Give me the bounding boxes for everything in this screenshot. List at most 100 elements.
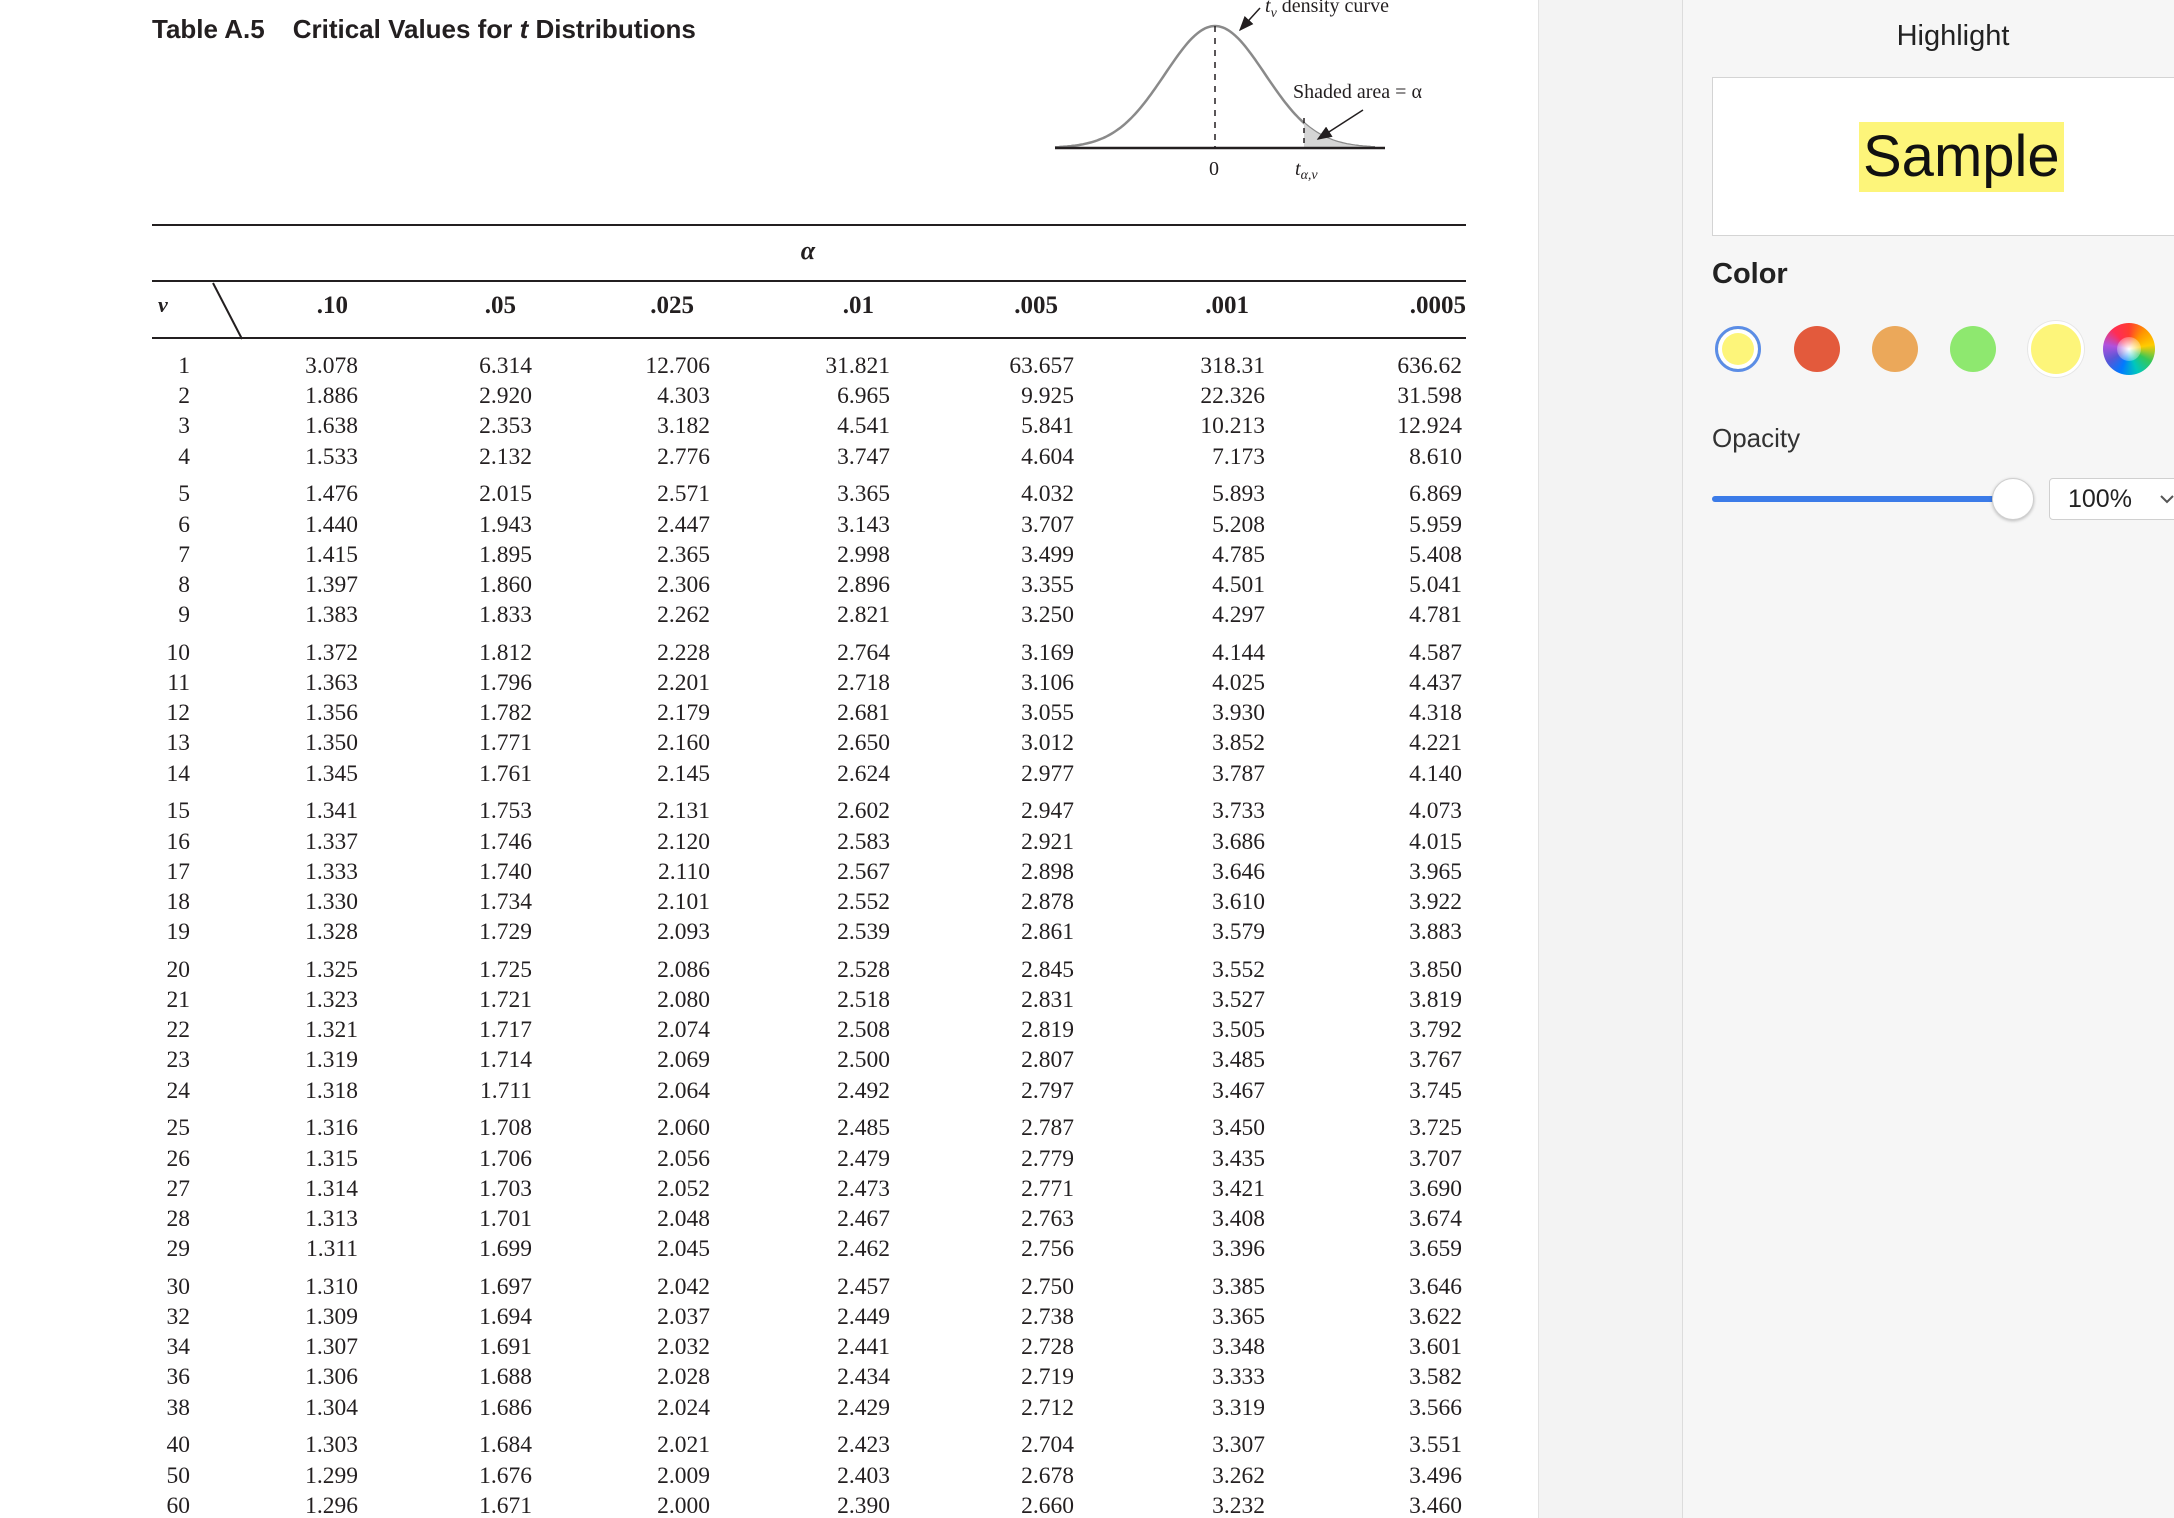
critical-value-cell: 3.922 [1409,888,1462,915]
critical-value-cell: 2.131 [657,798,710,825]
critical-value-cell: 3.421 [1212,1175,1265,1202]
degrees-of-freedom-cell: 1 [178,353,190,379]
critical-value-cell: 3.499 [1021,541,1074,568]
critical-value-cell: 2.704 [1021,1432,1074,1459]
critical-value-label: tα,ν [1295,158,1318,183]
alpha-column-header: .01 [842,292,874,319]
critical-value-cell: 3.232 [1212,1492,1265,1518]
critical-value-cell: 2.947 [1021,798,1074,825]
critical-value-cell: 2.403 [837,1462,890,1489]
table-name-variable: t [519,14,529,44]
critical-value-cell: 3.930 [1212,700,1265,727]
critical-value-cell: 2.080 [657,987,710,1013]
opacity-slider-thumb[interactable] [1992,478,2034,520]
critical-value-cell: 4.221 [1409,730,1462,757]
critical-value-cell: 2.441 [837,1334,890,1361]
critical-value-cell: 4.501 [1212,571,1265,598]
critical-value-cell: 3.143 [837,511,890,538]
critical-value-cell: 3.355 [1021,571,1074,598]
critical-value-cell: 2.650 [837,730,890,757]
critical-value-cell: 1.708 [479,1115,532,1142]
table-number: Table A.5 [152,14,265,44]
critical-value-cell: 2.037 [657,1304,710,1330]
degrees-of-freedom-cell: 34 [166,1334,191,1361]
critical-value-cell: 1.691 [479,1334,532,1361]
zero-label: 0 [1209,158,1219,180]
opacity-dropdown[interactable]: 100% [2049,478,2174,520]
critical-value-cell: 3.646 [1212,858,1265,885]
critical-value-cell: 2.069 [657,1047,710,1074]
degrees-of-freedom-cell: 9 [178,602,190,629]
critical-value-cell: 3.106 [1021,670,1074,696]
critical-value-cell: 3.527 [1212,987,1265,1013]
critical-value-cell: 2.056 [657,1145,710,1172]
critical-value-cell: 1.711 [479,1077,532,1104]
table-name-suffix: Distributions [528,14,696,44]
shaded-area-label: Shaded area = α [1293,81,1422,103]
critical-value-cell: 2.110 [657,858,710,885]
opacity-slider[interactable] [1712,478,2034,520]
critical-value-cell: 2.678 [1021,1462,1074,1489]
critical-value-cell: 1.372 [305,639,358,666]
header-top-rule [152,280,1466,282]
critical-value-cell: 1.328 [305,919,358,946]
critical-value-cell: 2.728 [1021,1334,1074,1361]
color-swatch-yellow[interactable] [1715,326,1761,372]
critical-value-cell: 4.587 [1409,639,1462,666]
critical-value-cell: 2.028 [657,1364,710,1391]
critical-value-cell: 3.659 [1409,1236,1462,1263]
critical-value-cell: 2.093 [657,919,710,946]
degrees-of-freedom-cell: 10 [166,639,191,666]
critical-value-cell: 3.792 [1409,1017,1462,1044]
critical-value-cell: 2.750 [1021,1273,1074,1300]
color-swatch-red[interactable] [1794,326,1840,372]
critical-value-cell: 1.943 [479,511,532,538]
critical-value-cell: 2.500 [837,1047,890,1074]
color-heading: Color [1712,258,1788,290]
critical-value-cell: 4.604 [1021,443,1074,470]
critical-value-cell: 3.850 [1409,956,1462,983]
critical-value-cell: 3.307 [1212,1432,1265,1459]
critical-value-cell: 1.729 [479,919,532,946]
critical-value-cell: 1.671 [479,1492,532,1518]
critical-value-cell: 2.462 [837,1236,890,1263]
color-wheel-center [2117,337,2141,361]
critical-value-cell: 1.746 [479,828,532,855]
critical-value-cell: 2.467 [837,1205,890,1232]
color-swatch-yellow-custom[interactable] [2028,321,2084,377]
degrees-of-freedom-cell: 18 [166,888,191,915]
alpha-column-header: .05 [484,292,516,319]
critical-value-cell: 1.325 [305,956,358,983]
critical-value-cell: 2.048 [657,1205,710,1232]
critical-value-cell: 2.771 [1021,1175,1074,1202]
critical-value-cell: 1.753 [479,798,532,825]
critical-value-cell: 10.213 [1200,413,1265,440]
critical-value-cell: 3.365 [837,481,890,508]
critical-value-cell: 1.717 [479,1017,532,1044]
critical-value-cell: 3.505 [1212,1017,1265,1044]
critical-value-cell: 2.552 [837,888,890,915]
critical-value-cell: 3.579 [1212,919,1265,946]
critical-value-cell: 3.012 [1021,730,1074,757]
degrees-of-freedom-cell: 40 [166,1432,191,1459]
critical-value-cell: 3.435 [1212,1145,1265,1172]
critical-value-cell: 2.807 [1021,1047,1074,1074]
critical-value-cell: 1.684 [479,1432,532,1459]
critical-value-cell: 2.528 [837,956,890,983]
degrees-of-freedom-cell: 13 [166,730,191,757]
color-wheel-icon[interactable] [2103,323,2155,375]
color-swatch-green[interactable] [1950,326,1996,372]
critical-value-cell: 2.457 [837,1273,890,1300]
critical-value-cell: 1.638 [305,413,358,440]
critical-value-cell: 2.201 [657,670,710,696]
critical-value-cell: 5.208 [1212,511,1265,538]
critical-value-cell: 6.965 [837,383,890,410]
critical-value-cell: 2.447 [657,511,710,538]
critical-value-cell: 3.725 [1409,1115,1462,1142]
critical-value-cell: 22.326 [1200,383,1265,410]
degrees-of-freedom-cell: 21 [166,987,191,1013]
critical-value-cell: 3.485 [1212,1047,1265,1074]
degrees-of-freedom-cell: 6 [178,511,190,538]
color-swatch-orange[interactable] [1872,326,1918,372]
shaded-label-arrow [1316,109,1364,140]
